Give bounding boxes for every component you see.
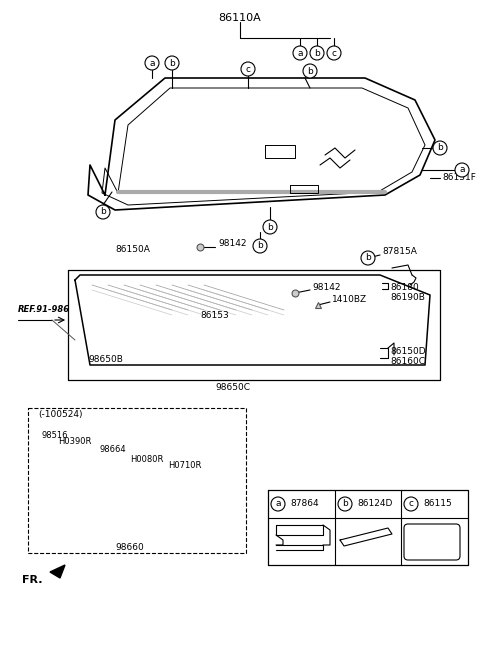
Circle shape	[303, 64, 317, 78]
Text: b: b	[257, 241, 263, 251]
Text: a: a	[459, 165, 465, 175]
Text: b: b	[314, 49, 320, 57]
Text: 98650B: 98650B	[88, 356, 123, 364]
Text: 86115: 86115	[423, 500, 452, 508]
Circle shape	[361, 251, 375, 265]
Circle shape	[327, 46, 341, 60]
Text: 98142: 98142	[218, 239, 247, 249]
Text: 98142: 98142	[312, 283, 340, 291]
Text: 86131F: 86131F	[442, 173, 476, 183]
Polygon shape	[50, 565, 65, 578]
Circle shape	[241, 62, 255, 76]
Text: b: b	[267, 223, 273, 231]
Text: a: a	[297, 49, 303, 57]
Text: 86160C: 86160C	[390, 356, 425, 366]
Text: 86110A: 86110A	[218, 13, 262, 23]
Circle shape	[271, 497, 285, 511]
Text: b: b	[169, 59, 175, 67]
Circle shape	[338, 497, 352, 511]
Text: a: a	[275, 500, 281, 508]
Circle shape	[263, 220, 277, 234]
Text: H0710R: H0710R	[168, 462, 202, 470]
Text: b: b	[365, 253, 371, 263]
Text: b: b	[342, 500, 348, 508]
Circle shape	[253, 239, 267, 253]
Text: c: c	[408, 500, 413, 508]
Text: 86180: 86180	[390, 283, 419, 293]
Text: 86153: 86153	[201, 311, 229, 319]
Text: 86124D: 86124D	[357, 500, 392, 508]
Text: 87864: 87864	[290, 500, 319, 508]
Text: (-100524): (-100524)	[38, 410, 83, 420]
Text: 98516: 98516	[42, 430, 69, 440]
Text: 1410BZ: 1410BZ	[332, 295, 367, 303]
Circle shape	[433, 141, 447, 155]
Text: b: b	[100, 207, 106, 217]
Text: REF.91-986: REF.91-986	[18, 305, 70, 315]
Text: a: a	[149, 59, 155, 67]
Text: FR.: FR.	[22, 575, 43, 585]
Text: c: c	[245, 65, 251, 73]
Circle shape	[145, 56, 159, 70]
Circle shape	[404, 497, 418, 511]
Text: 98664: 98664	[100, 446, 127, 454]
Text: H0390R: H0390R	[58, 438, 91, 446]
Circle shape	[165, 56, 179, 70]
Text: 86150D: 86150D	[390, 348, 426, 356]
Circle shape	[310, 46, 324, 60]
Circle shape	[293, 46, 307, 60]
Text: b: b	[437, 143, 443, 153]
Text: 86150A: 86150A	[115, 245, 150, 255]
Text: b: b	[307, 67, 313, 75]
Circle shape	[96, 205, 110, 219]
Text: H0080R: H0080R	[130, 454, 163, 464]
FancyBboxPatch shape	[28, 408, 246, 553]
Text: 98650C: 98650C	[215, 384, 250, 392]
Text: 87815A: 87815A	[382, 247, 417, 257]
Text: 86190B: 86190B	[390, 293, 425, 303]
Text: c: c	[332, 49, 336, 57]
Text: 98660: 98660	[116, 544, 144, 552]
Circle shape	[455, 163, 469, 177]
